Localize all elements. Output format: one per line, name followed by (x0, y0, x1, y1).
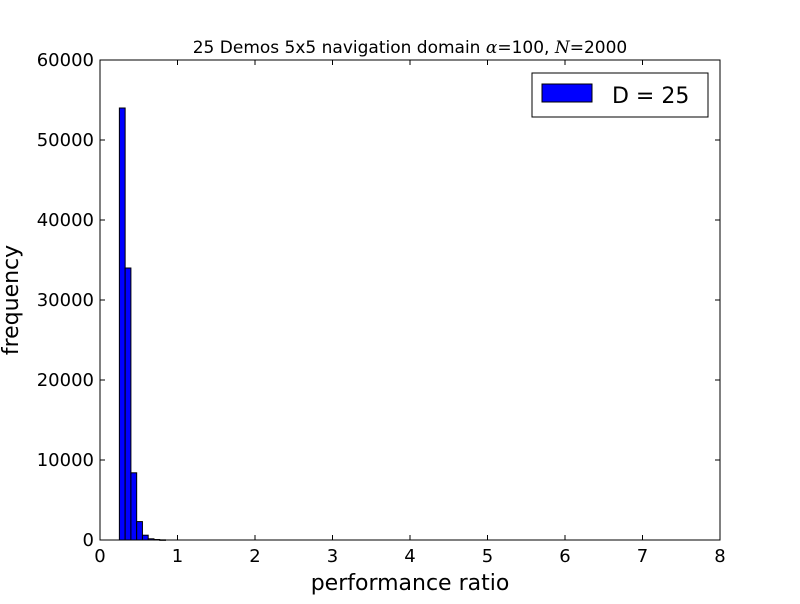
x-tick-label: 8 (714, 546, 725, 567)
legend: D = 25 (531, 72, 709, 118)
title-n-symbol: N (554, 38, 571, 58)
x-tick-label: 0 (94, 546, 105, 567)
title-n-value: =2000 (570, 38, 628, 58)
plot-frame (99, 59, 721, 541)
histogram-bar (130, 472, 138, 541)
x-tick-label: 7 (637, 546, 648, 567)
chart-title: 25 Demos 5x5 navigation domain α=100, N=… (193, 38, 628, 58)
y-tick-label: 50000 (37, 130, 94, 151)
y-tick-label: 0 (83, 530, 94, 551)
legend-swatch (541, 83, 593, 103)
x-tick-label: 6 (559, 546, 570, 567)
x-tick-label: 5 (482, 546, 493, 567)
title-prefix: 25 Demos 5x5 navigation domain (193, 38, 486, 58)
y-axis-label: frequency (0, 245, 24, 355)
y-tick-label: 10000 (37, 450, 94, 471)
x-tick-label: 3 (327, 546, 338, 567)
legend-label: D = 25 (612, 84, 689, 109)
y-tick-label: 30000 (37, 290, 94, 311)
axis-ticks: 0 1 2 3 4 5 6 7 8 0 10000 20000 30000 40000 50000 60000 (37, 50, 726, 567)
x-tick-label: 4 (404, 546, 415, 567)
histogram-bars (118, 107, 167, 541)
title-alpha-value: =100, (497, 38, 555, 58)
y-tick-label: 40000 (37, 210, 94, 231)
title-alpha-symbol: α (486, 38, 498, 58)
histogram-bar (136, 521, 143, 541)
x-tick-label: 1 (172, 546, 183, 567)
histogram-bar (124, 267, 132, 541)
x-tick-label: 2 (249, 546, 260, 567)
y-tick-label: 60000 (37, 50, 94, 71)
y-tick-label: 20000 (37, 370, 94, 391)
histogram-bar (141, 534, 149, 541)
histogram-bar (118, 107, 126, 541)
x-axis-label: performance ratio (311, 571, 510, 596)
